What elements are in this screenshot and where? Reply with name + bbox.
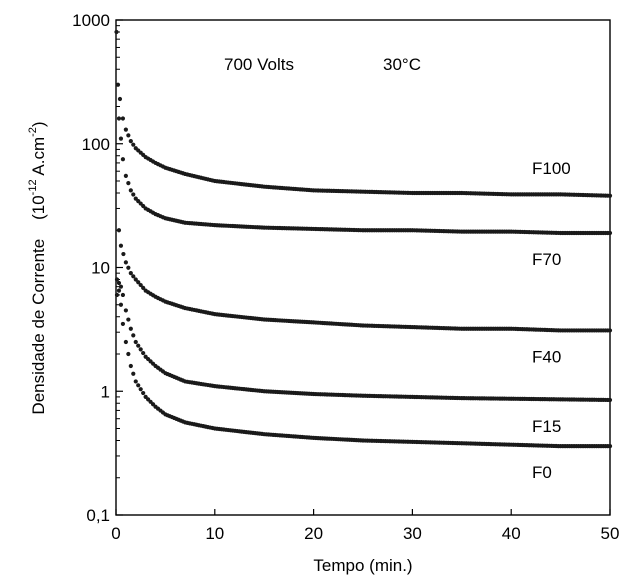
data-point [607, 230, 613, 236]
data-point [123, 173, 128, 178]
data-point [123, 308, 128, 313]
data-point [607, 397, 613, 403]
data-point [136, 280, 141, 285]
data-point [128, 139, 133, 144]
data-point [116, 116, 122, 121]
data-point [128, 271, 133, 276]
data-point [116, 280, 122, 286]
data-point [607, 444, 613, 449]
data-point [128, 326, 133, 331]
y-tick-label: 10 [91, 259, 110, 278]
y-tick-label: 100 [82, 135, 110, 154]
y-tick-label: 0,1 [86, 506, 110, 525]
series-labels: F100 F70 F40 F15 F0 [532, 159, 571, 482]
x-tick-label: 50 [601, 524, 620, 543]
data-point [117, 96, 123, 102]
data-point [128, 363, 133, 369]
data-point [128, 188, 133, 193]
x-tick-label: 20 [304, 524, 323, 543]
data-point [115, 82, 121, 87]
y-axis-unit-prefix: (10 [29, 195, 48, 220]
data-point [123, 339, 128, 345]
data-point [118, 284, 124, 289]
data-point [131, 192, 136, 197]
data-point [120, 292, 126, 298]
data-point [141, 285, 146, 290]
series-label-F70: F70 [532, 250, 561, 269]
x-axis-title: Tempo (min.) [313, 556, 412, 575]
data-point [133, 339, 138, 345]
y-axis-title-main: Densidade de Corrente [29, 239, 48, 415]
data-point [121, 251, 126, 257]
series-F0 [114, 277, 613, 449]
data-point [116, 288, 122, 293]
data-point [133, 379, 138, 384]
data-point [126, 133, 131, 138]
data-point [116, 228, 122, 233]
series-F100 [114, 29, 613, 198]
y-axis-unit-mid: A.cm [29, 137, 48, 180]
data-point [136, 383, 141, 388]
data-point [131, 142, 136, 147]
data-point [133, 277, 138, 282]
series-label-F40: F40 [532, 347, 561, 366]
x-tick-label: 30 [403, 524, 422, 543]
data-layer [114, 29, 613, 449]
data-point [123, 260, 128, 265]
data-point [138, 347, 143, 352]
data-point [118, 136, 124, 141]
data-point [131, 333, 136, 338]
data-point [138, 282, 143, 288]
data-point [114, 277, 120, 282]
series-F15 [114, 280, 613, 403]
annotation-temperature: 30°C [383, 55, 421, 74]
data-point [120, 321, 126, 327]
x-tick-label: 40 [502, 524, 521, 543]
series-F70 [116, 116, 613, 236]
data-point [131, 274, 136, 279]
data-point [141, 390, 146, 396]
data-point [126, 317, 131, 322]
series-F40 [116, 228, 613, 333]
series-label-F100: F100 [532, 159, 571, 178]
data-point [114, 292, 120, 298]
data-point [114, 29, 119, 35]
data-point [123, 127, 128, 132]
data-point [126, 181, 131, 186]
series-label-F15: F15 [532, 417, 561, 436]
data-point [607, 328, 613, 333]
data-point [136, 343, 141, 348]
x-axis: 0 10 20 30 40 50 [111, 509, 619, 543]
series-label-F0: F0 [532, 463, 552, 482]
y-tick-label: 1000 [72, 11, 110, 30]
data-point [126, 351, 131, 357]
data-point [607, 193, 613, 198]
data-point [138, 387, 143, 392]
data-point [131, 371, 136, 376]
x-tick-label: 10 [205, 524, 224, 543]
data-point [120, 116, 126, 121]
y-axis-title: Densidade de Corrente (10-12 A.cm-2) [27, 121, 48, 414]
y-axis: 0,1 1 10 100 1000 [72, 11, 123, 525]
y-axis-unit-suffix: ) [29, 121, 48, 127]
svg-text:Densidade de Corrente (10-1: Densidade de Corrente (10-12 A.cm-2) [27, 121, 48, 414]
annotation-voltage: 700 Volts [224, 55, 294, 74]
data-point [120, 157, 126, 162]
data-point [118, 243, 124, 248]
data-point [126, 265, 131, 270]
y-tick-label: 1 [101, 382, 110, 401]
data-point [118, 302, 124, 307]
data-point [141, 350, 146, 356]
y-axis-unit-exp2: -2 [27, 127, 39, 137]
x-tick-label: 0 [111, 524, 120, 543]
y-axis-unit-exp1: -12 [27, 179, 39, 195]
